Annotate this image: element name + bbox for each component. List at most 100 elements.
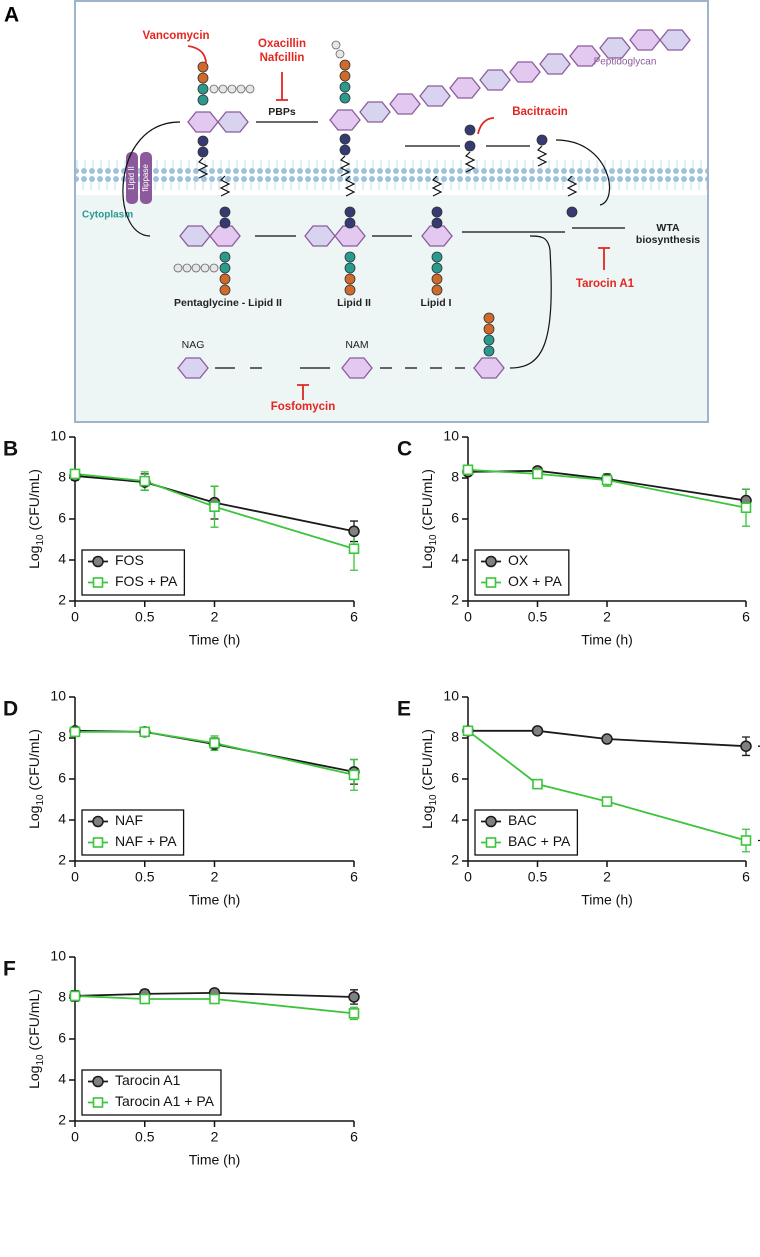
diagram-shape [339,59,351,71]
diagram-shape [339,144,351,156]
diagram-shape [509,61,541,83]
diagram-shape [76,160,707,195]
series-line [74,475,355,533]
diagram-shape [197,59,578,357]
diagram-shape [421,225,453,247]
diagram-shape [339,81,351,93]
diagram-shape [197,83,209,95]
diagram-shape [339,70,351,82]
diagram-shape [598,247,610,270]
marker [348,1008,360,1019]
diagram-shape [464,124,476,136]
y-tick-label: 6 [451,510,459,526]
marker [740,835,752,846]
diagram-shape [431,251,443,263]
y-axis-label: Log10 (CFU/mL) [26,989,46,1089]
legend: BAC BAC + PA [474,809,579,856]
diagram-shape [197,72,209,84]
x-axis-label: Time (h) [189,1152,241,1168]
diagram-shape [509,235,552,369]
x-axis-label: Time (h) [581,892,633,908]
diagram-label: WTA [656,222,680,234]
legend-marker [485,837,497,848]
diagram-shape [297,384,309,400]
diagram-shape [431,284,443,296]
legend: OX OX + PA [474,549,570,596]
x-tick-label: 0.5 [135,1129,155,1145]
diagram-shape [219,175,231,197]
diagram-shape [344,206,356,218]
diagram-label: flippase [141,164,150,192]
series-line [74,995,355,1015]
diagram-shape [344,262,356,274]
y-label-subscript: 10 [35,534,46,546]
y-tick-label: 2 [451,592,459,608]
diagram-shape [464,151,476,173]
diagram-shape [431,217,443,229]
diagram-shape [555,139,611,206]
diagram-shape [227,84,237,94]
diagram-shape [219,284,231,296]
diagram-shape [122,121,625,369]
legend-label: BAC + PA [508,833,571,849]
diagram-label: Pentaglycine - Lipid II [174,297,282,309]
legend: Tarocin A1 Tarocin A1 + PA [81,1069,222,1116]
marker [601,733,613,745]
legend-label: FOS + PA [115,573,178,589]
diagram-label: biosynthesis [636,234,700,246]
legend-marker [92,815,104,828]
legend-box [81,1069,222,1116]
y-label-text: Log [26,806,42,829]
diagram-label: PBPs [268,106,296,118]
legend-marker [485,815,497,828]
diagram-shape [122,121,181,237]
diagram-shape [219,206,231,218]
diagram-shape [245,84,255,94]
diagram-shape [197,61,209,73]
diagram-shape [344,284,356,296]
diagram-shape [341,357,373,379]
diagram: A Lipid II flippase Cytoplasm [4,0,709,423]
diagram-shape [339,155,351,177]
y-axis-label: Log10 (CFU/mL) [419,469,439,569]
marker [531,725,544,737]
marker [601,796,613,807]
marker [209,501,220,513]
x-tick-label: 0 [71,1129,79,1145]
legend-label: Tarocin A1 + PA [115,1093,215,1109]
diagram-label: Cytoplasm [82,210,133,221]
diagram-shape [329,109,361,131]
diagram-shape [389,93,421,115]
y-tick-label: 4 [58,551,66,567]
y-label-subscript: 10 [428,794,439,806]
x-tick-label: 6 [350,609,358,625]
diagram-shape [344,217,356,229]
legend-label: Tarocin A1 [115,1072,181,1088]
series-line [468,729,747,748]
diagram-label: Fosfomycin [271,401,336,413]
diagram-shape [331,40,341,50]
y-label-unit: (CFU/mL) [419,469,435,534]
legend-marker [92,837,104,848]
x-tick-label: 0.5 [135,869,155,885]
legend-label: NAF [115,812,143,828]
diagram-shape [197,94,209,106]
series-line [467,468,747,509]
diagram-shape [173,40,345,273]
series-line [74,991,355,998]
marker [139,993,151,1005]
diagram-shape [539,53,571,75]
y-axis-label: Log10 (CFU/mL) [26,729,46,829]
diagram-shape [449,77,481,99]
legend-marker [92,555,104,568]
diagram-label: Peptidoglycan [594,57,657,68]
diagram-shape [344,175,356,197]
diagram-shape [566,206,578,218]
diagram-label: NAG [182,339,205,351]
y-tick-label: 10 [50,428,66,444]
diagram-label: Tarocin A1 [576,278,635,290]
marker [69,468,81,480]
